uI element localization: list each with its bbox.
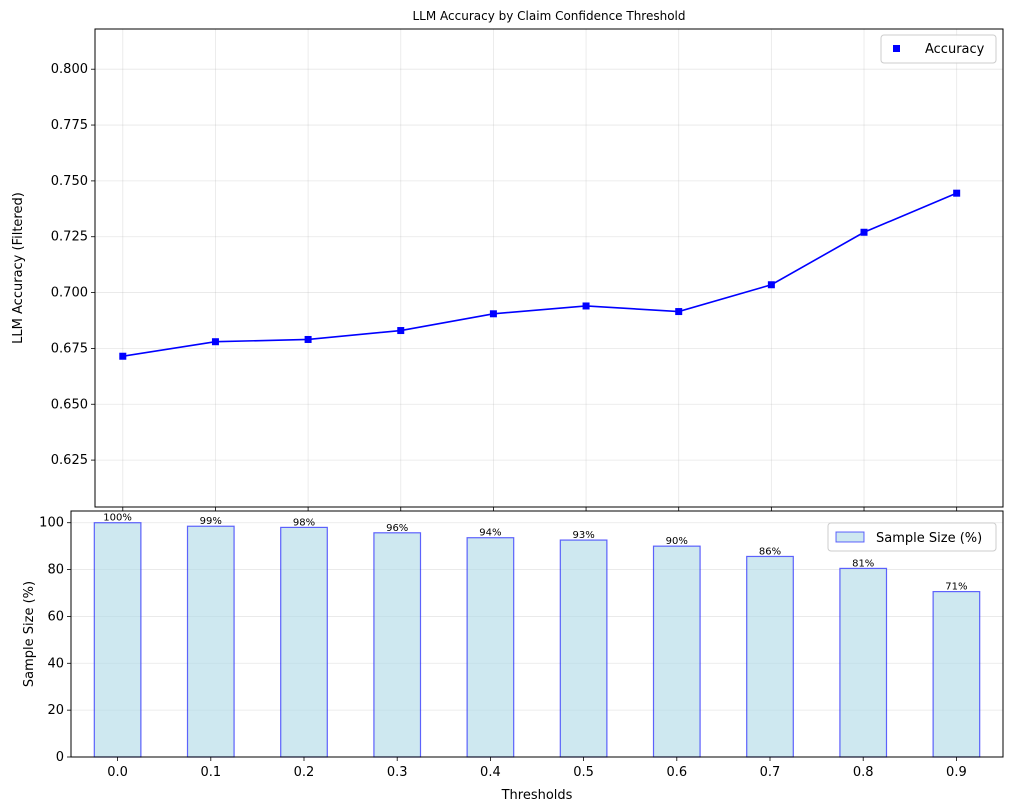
- sample-size-data-label: 90%: [666, 536, 688, 547]
- sample-size-data-label: 93%: [572, 530, 594, 541]
- accuracy-x-ticks: [122, 507, 958, 511]
- sample-size-bar: [466, 537, 515, 758]
- sample-size-y-tick-label: 80: [47, 563, 64, 578]
- sample-size-bar: [280, 526, 328, 758]
- sample-size-panel: 100% 99% 98% 96% 94% 93% 90% 86% 81% 71% 0 20 40 60 8…: [22, 510, 1004, 803]
- sample-size-y-tick-label: 100: [39, 516, 64, 531]
- sample-size-bars: [93, 522, 981, 758]
- sample-size-data-labels: 100% 99% 98% 96% 94% 93% 90% 86% 81% 71%: [103, 513, 967, 593]
- sample-size-data-label: 96%: [386, 523, 408, 534]
- accuracy-y-tick-label: 0.725: [51, 230, 88, 245]
- accuracy-y-tick-label: 0.700: [51, 286, 88, 301]
- sample-size-x-ticks: 0.0 0.1 0.2 0.3 0.4 0.5 0.6 0.7 0.8 0.9: [107, 757, 967, 780]
- sample-size-legend-label: Sample Size (%): [876, 531, 982, 546]
- sample-size-y-tick-label: 60: [47, 609, 64, 624]
- accuracy-point: [860, 228, 868, 236]
- accuracy-point: [304, 335, 312, 343]
- sample-size-y-axis-label: Sample Size (%): [22, 581, 37, 687]
- accuracy-points: [119, 189, 961, 360]
- sample-size-bar: [839, 567, 888, 758]
- sample-size-data-label: 86%: [759, 546, 781, 557]
- sample-size-y-tick-label: 0: [56, 750, 64, 765]
- accuracy-point: [767, 281, 775, 289]
- sample-size-bar: [932, 590, 981, 758]
- sample-size-y-ticks: 0 20 40 60 80 100: [39, 516, 71, 765]
- sample-size-bar: [746, 555, 794, 758]
- accuracy-point: [397, 327, 405, 335]
- accuracy-point: [211, 338, 219, 346]
- sample-size-x-tick-label: 0.6: [666, 765, 687, 780]
- sample-size-x-tick-label: 0.2: [294, 765, 315, 780]
- sample-size-legend: Sample Size (%): [827, 522, 997, 552]
- sample-size-x-tick-label: 0.5: [573, 765, 594, 780]
- accuracy-line: [122, 192, 957, 358]
- thresholds-x-axis-label: Thresholds: [501, 788, 573, 803]
- sample-size-x-tick-label: 0.3: [387, 765, 408, 780]
- sample-size-data-label: 99%: [200, 516, 222, 527]
- accuracy-legend: Accuracy: [880, 34, 997, 64]
- accuracy-point: [953, 189, 961, 197]
- accuracy-y-tick-label: 0.800: [51, 62, 88, 77]
- sample-size-y-tick-label: 40: [47, 656, 64, 671]
- sample-size-x-tick-label: 0.4: [480, 765, 501, 780]
- sample-size-data-label: 94%: [479, 528, 501, 539]
- accuracy-grid: [95, 29, 1003, 507]
- sample-size-x-tick-label: 0.8: [853, 765, 874, 780]
- sample-size-axes-frame: [70, 510, 1004, 758]
- accuracy-y-ticks: 0.625 0.650 0.675 0.700 0.725 0.750 0.775 0.800: [51, 62, 95, 468]
- sample-size-data-label: 81%: [852, 558, 874, 569]
- sample-size-data-label: 71%: [945, 582, 967, 593]
- accuracy-legend-box: [880, 34, 997, 64]
- sample-size-bar: [559, 539, 608, 758]
- sample-size-y-tick-label: 20: [47, 703, 64, 718]
- sample-size-x-tick-label: 0.7: [760, 765, 781, 780]
- accuracy-y-tick-label: 0.750: [51, 174, 88, 189]
- accuracy-point: [675, 308, 683, 316]
- accuracy-legend-label: Accuracy: [925, 42, 985, 57]
- accuracy-series-line: [122, 192, 957, 358]
- sample-size-legend-swatch: [835, 531, 865, 543]
- accuracy-axes-frame: [94, 28, 1004, 508]
- sample-size-bar: [186, 525, 235, 758]
- accuracy-y-tick-label: 0.650: [51, 397, 88, 412]
- sample-size-data-label: 98%: [293, 517, 315, 528]
- accuracy-legend-marker: [893, 45, 900, 52]
- sample-size-x-tick-label: 0.9: [946, 765, 967, 780]
- sample-size-legend-box: [827, 522, 997, 552]
- accuracy-point: [489, 310, 497, 318]
- accuracy-y-axis-label: LLM Accuracy (Filtered): [11, 192, 26, 344]
- sample-size-x-tick-label: 0.1: [200, 765, 221, 780]
- sample-size-bar: [373, 532, 422, 758]
- accuracy-chart-title: LLM Accuracy by Claim Confidence Thresho…: [413, 9, 686, 23]
- accuracy-panel: LLM Accuracy by Claim Confidence Thresho…: [11, 9, 1004, 511]
- accuracy-y-tick-label: 0.675: [51, 341, 88, 356]
- sample-size-data-label: 100%: [103, 513, 132, 524]
- sample-size-bar: [93, 522, 142, 758]
- accuracy-y-tick-label: 0.775: [51, 118, 88, 133]
- accuracy-y-tick-label: 0.625: [51, 453, 88, 468]
- sample-size-bar: [652, 545, 701, 758]
- accuracy-point: [119, 352, 127, 360]
- accuracy-point: [582, 302, 590, 310]
- sample-size-x-tick-label: 0.0: [107, 765, 128, 780]
